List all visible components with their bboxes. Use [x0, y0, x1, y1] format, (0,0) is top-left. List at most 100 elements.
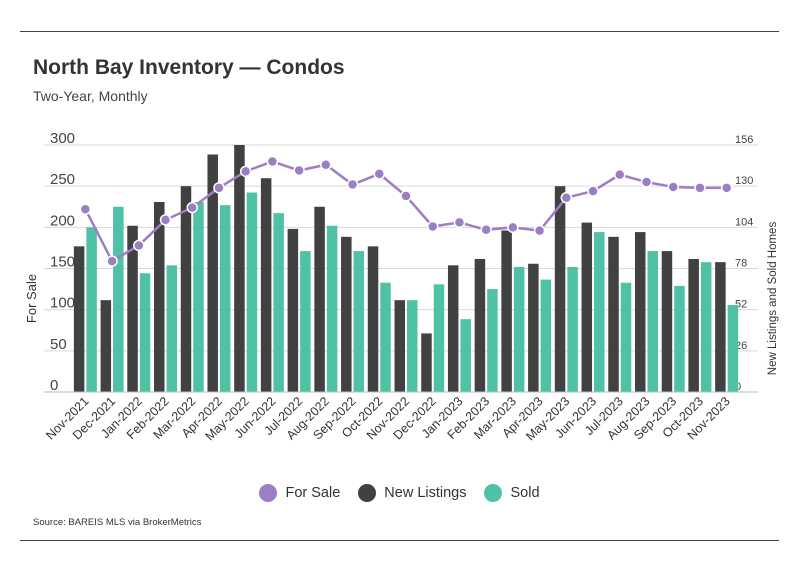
- point-for-sale: [720, 182, 733, 194]
- bar-new-listings: [661, 251, 673, 392]
- bar-new-listings: [100, 300, 112, 392]
- bar-new-listings: [234, 145, 245, 392]
- legend-item-sold: Sold: [484, 484, 540, 502]
- legend-label-for-sale: For Sale: [285, 485, 341, 501]
- legend-swatch-sold: [484, 484, 503, 502]
- bar-new-listings: [314, 206, 325, 392]
- y-left-tick-label: 0: [50, 377, 58, 394]
- point-for-sale: [640, 176, 653, 188]
- bar-new-listings: [581, 222, 593, 392]
- bar-new-listings: [474, 259, 486, 392]
- point-for-sale: [320, 159, 332, 171]
- bar-new-listings: [341, 236, 352, 392]
- bar-sold: [540, 279, 552, 392]
- bar-new-listings: [688, 259, 699, 392]
- bar-new-listings: [127, 225, 138, 392]
- bar-sold: [433, 284, 445, 392]
- bar-sold: [513, 266, 525, 392]
- bar-new-listings: [501, 230, 512, 392]
- bar-sold: [166, 265, 178, 392]
- point-for-sale: [507, 221, 519, 234]
- bar-new-listings: [394, 300, 405, 392]
- bar-sold: [567, 266, 578, 392]
- y-left-axis-title: For Sale: [24, 274, 39, 323]
- chart-subtitle: Two-Year, Monthly: [33, 88, 148, 104]
- bar-new-listings: [634, 232, 646, 392]
- y-left-tick-label: 50: [50, 336, 67, 353]
- bar-new-listings: [207, 154, 218, 392]
- bar-sold: [700, 262, 712, 392]
- bar-sold: [139, 273, 151, 392]
- point-for-sale: [560, 191, 573, 204]
- point-for-sale: [667, 181, 679, 193]
- legend: For Sale New Listings Sold: [0, 484, 799, 502]
- legend-label-sold: Sold: [510, 485, 540, 501]
- bar-sold: [674, 285, 685, 392]
- bar-sold: [487, 289, 498, 392]
- y-left-tick-label: 200: [50, 212, 75, 229]
- bar-sold: [594, 232, 605, 392]
- point-for-sale: [213, 182, 225, 194]
- point-for-sale: [293, 164, 305, 177]
- point-for-sale: [426, 220, 439, 233]
- y-left-tick-label: 300: [50, 130, 75, 147]
- bar-sold: [353, 251, 365, 392]
- y-right-axis-title: New Listings and Sold Homes: [767, 222, 779, 376]
- legend-label-new-listings: New Listings: [384, 485, 467, 501]
- y-left-tick-label: 150: [50, 254, 75, 271]
- bar-sold: [300, 251, 311, 392]
- bar-sold: [113, 206, 124, 392]
- y-left-tick-label: 100: [50, 295, 75, 312]
- y-left-tick-label: 250: [50, 171, 75, 188]
- point-for-sale: [587, 185, 599, 197]
- bar-new-listings: [287, 228, 299, 392]
- bar-sold: [460, 319, 471, 392]
- point-for-sale: [266, 155, 279, 168]
- bar-sold: [380, 282, 391, 392]
- bar-new-listings: [715, 262, 726, 392]
- bar-new-listings: [180, 186, 192, 392]
- bar-sold: [326, 225, 338, 392]
- point-for-sale: [533, 224, 546, 237]
- legend-swatch-new-listings: [358, 484, 377, 502]
- bar-sold: [647, 251, 658, 392]
- bar-new-listings: [554, 186, 566, 392]
- bar-new-listings: [608, 236, 619, 392]
- top-rule: [20, 31, 779, 32]
- point-for-sale: [480, 224, 492, 236]
- bar-sold: [193, 202, 204, 392]
- source-note: Source: BAREIS MLS via BrokerMetrics: [33, 517, 202, 528]
- point-for-sale: [694, 182, 706, 194]
- chart-canvas: 0501001502002503000265278104130156For Sa…: [24, 130, 779, 443]
- point-for-sale: [453, 216, 466, 229]
- legend-item-for-sale: For Sale: [259, 484, 340, 502]
- bar-sold: [273, 213, 284, 392]
- bar-sold: [727, 304, 739, 392]
- bar-new-listings: [260, 178, 272, 392]
- bar-sold: [620, 282, 632, 392]
- point-for-sale: [159, 214, 172, 226]
- bar-new-listings: [367, 246, 379, 392]
- bar-sold: [219, 205, 231, 392]
- y-right-tick-label: 156: [735, 134, 753, 146]
- bar-new-listings: [528, 263, 539, 392]
- bar-sold: [86, 227, 97, 392]
- bar-sold: [407, 300, 418, 392]
- bar-sold: [246, 192, 258, 392]
- bar-new-listings: [447, 265, 459, 392]
- point-for-sale: [614, 168, 626, 181]
- y-right-tick-label: 104: [735, 216, 753, 228]
- y-right-tick-label: 130: [735, 175, 753, 187]
- legend-item-new-listings: New Listings: [358, 484, 466, 502]
- point-for-sale: [346, 178, 359, 191]
- point-for-sale: [106, 255, 118, 267]
- y-right-tick-label: 78: [735, 258, 747, 270]
- point-for-sale: [400, 190, 412, 202]
- bar-new-listings: [73, 246, 85, 392]
- chart-title: North Bay Inventory — Condos: [33, 56, 345, 79]
- point-for-sale: [133, 239, 145, 252]
- point-for-sale: [373, 168, 386, 180]
- legend-swatch-for-sale: [259, 484, 278, 502]
- bottom-rule: [20, 540, 779, 541]
- bar-new-listings: [421, 333, 432, 392]
